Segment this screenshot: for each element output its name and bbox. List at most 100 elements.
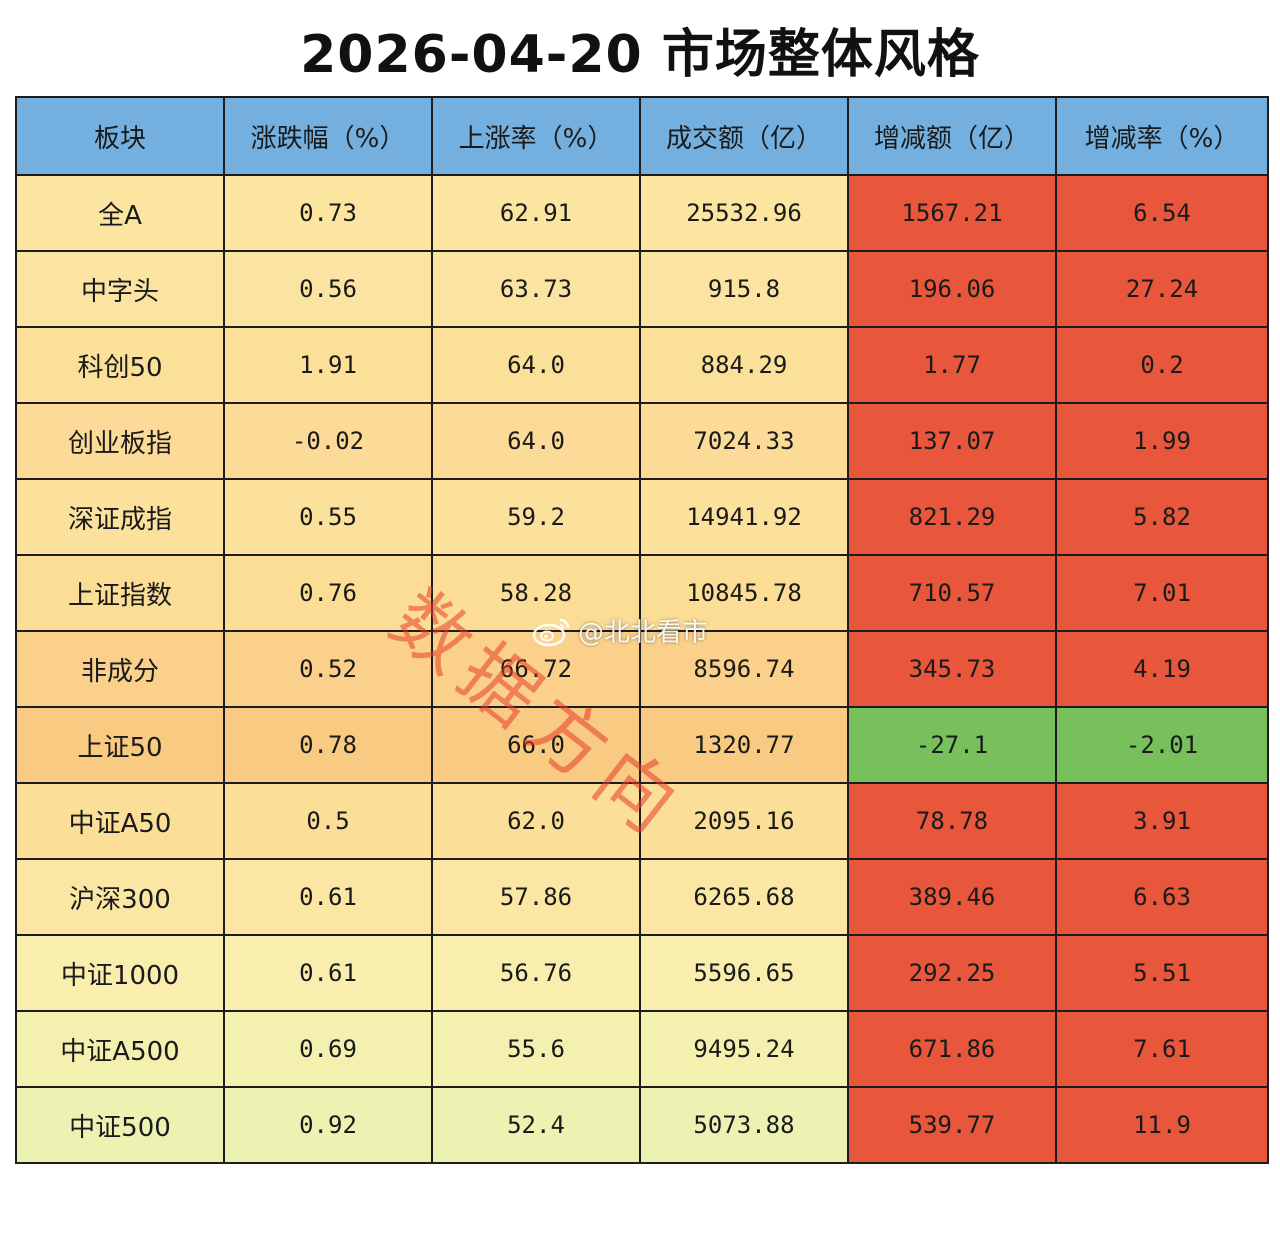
cell-turnover-delta-rate: -2.01 xyxy=(1055,706,1269,784)
cell-rise-ratio: 66.72 xyxy=(431,630,641,708)
column-header-turnover-delta-rate: 增减率（%） xyxy=(1055,96,1269,176)
cell-turnover-delta: 671.86 xyxy=(847,1010,1057,1088)
cell-sector: 非成分 xyxy=(15,630,225,708)
table-header-row: 板块 涨跌幅（%） 上涨率（%） 成交额（亿） 增减额（亿） 增减率（%） xyxy=(15,96,1269,176)
cell-sector: 沪深300 xyxy=(15,858,225,936)
cell-turnover-delta: 292.25 xyxy=(847,934,1057,1012)
column-header-change-pct: 涨跌幅（%） xyxy=(223,96,433,176)
table-row: 深证成指 0.55 59.2 14941.92 821.29 5.82 xyxy=(15,478,1269,556)
cell-change-pct: 0.52 xyxy=(223,630,433,708)
cell-turnover-delta: 196.06 xyxy=(847,250,1057,328)
cell-rise-ratio: 66.0 xyxy=(431,706,641,784)
cell-turnover-delta: 1567.21 xyxy=(847,174,1057,252)
cell-turnover-delta-rate: 3.91 xyxy=(1055,782,1269,860)
cell-turnover-delta-rate: 0.2 xyxy=(1055,326,1269,404)
cell-turnover: 1320.77 xyxy=(639,706,849,784)
cell-sector: 科创50 xyxy=(15,326,225,404)
cell-turnover-delta-rate: 4.19 xyxy=(1055,630,1269,708)
cell-sector: 上证指数 xyxy=(15,554,225,632)
cell-rise-ratio: 62.0 xyxy=(431,782,641,860)
table-row: 非成分 0.52 66.72 8596.74 345.73 4.19 xyxy=(15,630,1269,708)
cell-change-pct: 0.61 xyxy=(223,858,433,936)
cell-turnover-delta-rate: 27.24 xyxy=(1055,250,1269,328)
cell-change-pct: 0.55 xyxy=(223,478,433,556)
chart-title: 2026-04-20 市场整体风格 xyxy=(300,25,980,85)
table-row: 上证指数 0.76 58.28 10845.78 710.57 7.01 xyxy=(15,554,1269,632)
table-row: 中证A500 0.69 55.6 9495.24 671.86 7.61 xyxy=(15,1010,1269,1088)
table-row: 全A 0.73 62.91 25532.96 1567.21 6.54 xyxy=(15,174,1269,252)
cell-turnover-delta: 78.78 xyxy=(847,782,1057,860)
cell-turnover-delta-rate: 11.9 xyxy=(1055,1086,1269,1164)
table-row: 中证1000 0.61 56.76 5596.65 292.25 5.51 xyxy=(15,934,1269,1012)
cell-rise-ratio: 63.73 xyxy=(431,250,641,328)
table-row: 中证A50 0.5 62.0 2095.16 78.78 3.91 xyxy=(15,782,1269,860)
cell-sector: 中证A50 xyxy=(15,782,225,860)
cell-change-pct: 0.76 xyxy=(223,554,433,632)
cell-turnover: 9495.24 xyxy=(639,1010,849,1088)
cell-change-pct: 0.78 xyxy=(223,706,433,784)
table-row: 科创50 1.91 64.0 884.29 1.77 0.2 xyxy=(15,326,1269,404)
cell-turnover-delta: 137.07 xyxy=(847,402,1057,480)
cell-sector: 中证1000 xyxy=(15,934,225,1012)
cell-rise-ratio: 55.6 xyxy=(431,1010,641,1088)
cell-change-pct: -0.02 xyxy=(223,402,433,480)
cell-turnover-delta: -27.1 xyxy=(847,706,1057,784)
cell-turnover: 14941.92 xyxy=(639,478,849,556)
table-row: 中字头 0.56 63.73 915.8 196.06 27.24 xyxy=(15,250,1269,328)
cell-rise-ratio: 57.86 xyxy=(431,858,641,936)
cell-rise-ratio: 64.0 xyxy=(431,326,641,404)
table-row: 创业板指 -0.02 64.0 7024.33 137.07 1.99 xyxy=(15,402,1269,480)
cell-turnover-delta: 345.73 xyxy=(847,630,1057,708)
column-header-sector: 板块 xyxy=(15,96,225,176)
cell-rise-ratio: 62.91 xyxy=(431,174,641,252)
cell-turnover-delta: 821.29 xyxy=(847,478,1057,556)
cell-sector: 上证50 xyxy=(15,706,225,784)
cell-change-pct: 0.92 xyxy=(223,1086,433,1164)
cell-sector: 创业板指 xyxy=(15,402,225,480)
market-style-table: 板块 涨跌幅（%） 上涨率（%） 成交额（亿） 增减额（亿） 增减率（%） 全A… xyxy=(15,96,1269,1164)
cell-turnover-delta-rate: 7.01 xyxy=(1055,554,1269,632)
cell-turnover-delta-rate: 5.51 xyxy=(1055,934,1269,1012)
column-header-rise-ratio: 上涨率（%） xyxy=(431,96,641,176)
cell-sector: 中字头 xyxy=(15,250,225,328)
cell-turnover: 6265.68 xyxy=(639,858,849,936)
cell-change-pct: 0.69 xyxy=(223,1010,433,1088)
cell-rise-ratio: 59.2 xyxy=(431,478,641,556)
cell-change-pct: 1.91 xyxy=(223,326,433,404)
cell-rise-ratio: 58.28 xyxy=(431,554,641,632)
column-header-turnover-delta: 增减额（亿） xyxy=(847,96,1057,176)
cell-turnover: 5596.65 xyxy=(639,934,849,1012)
cell-turnover: 2095.16 xyxy=(639,782,849,860)
table-row: 中证500 0.92 52.4 5073.88 539.77 11.9 xyxy=(15,1086,1269,1164)
cell-turnover-delta-rate: 1.99 xyxy=(1055,402,1269,480)
table-row: 上证50 0.78 66.0 1320.77 -27.1 -2.01 xyxy=(15,706,1269,784)
cell-turnover: 10845.78 xyxy=(639,554,849,632)
cell-turnover-delta: 1.77 xyxy=(847,326,1057,404)
cell-change-pct: 0.56 xyxy=(223,250,433,328)
cell-turnover: 7024.33 xyxy=(639,402,849,480)
cell-turnover-delta: 710.57 xyxy=(847,554,1057,632)
cell-sector: 全A xyxy=(15,174,225,252)
cell-change-pct: 0.73 xyxy=(223,174,433,252)
cell-turnover-delta-rate: 6.54 xyxy=(1055,174,1269,252)
column-header-turnover: 成交额（亿） xyxy=(639,96,849,176)
cell-sector: 深证成指 xyxy=(15,478,225,556)
cell-turnover-delta: 539.77 xyxy=(847,1086,1057,1164)
cell-rise-ratio: 56.76 xyxy=(431,934,641,1012)
cell-sector: 中证500 xyxy=(15,1086,225,1164)
cell-rise-ratio: 64.0 xyxy=(431,402,641,480)
cell-turnover: 25532.96 xyxy=(639,174,849,252)
cell-turnover: 915.8 xyxy=(639,250,849,328)
cell-turnover: 884.29 xyxy=(639,326,849,404)
cell-turnover-delta-rate: 5.82 xyxy=(1055,478,1269,556)
cell-rise-ratio: 52.4 xyxy=(431,1086,641,1164)
cell-change-pct: 0.5 xyxy=(223,782,433,860)
cell-turnover-delta-rate: 7.61 xyxy=(1055,1010,1269,1088)
cell-change-pct: 0.61 xyxy=(223,934,433,1012)
cell-turnover: 5073.88 xyxy=(639,1086,849,1164)
cell-turnover-delta: 389.46 xyxy=(847,858,1057,936)
cell-turnover: 8596.74 xyxy=(639,630,849,708)
table-row: 沪深300 0.61 57.86 6265.68 389.46 6.63 xyxy=(15,858,1269,936)
cell-turnover-delta-rate: 6.63 xyxy=(1055,858,1269,936)
cell-sector: 中证A500 xyxy=(15,1010,225,1088)
